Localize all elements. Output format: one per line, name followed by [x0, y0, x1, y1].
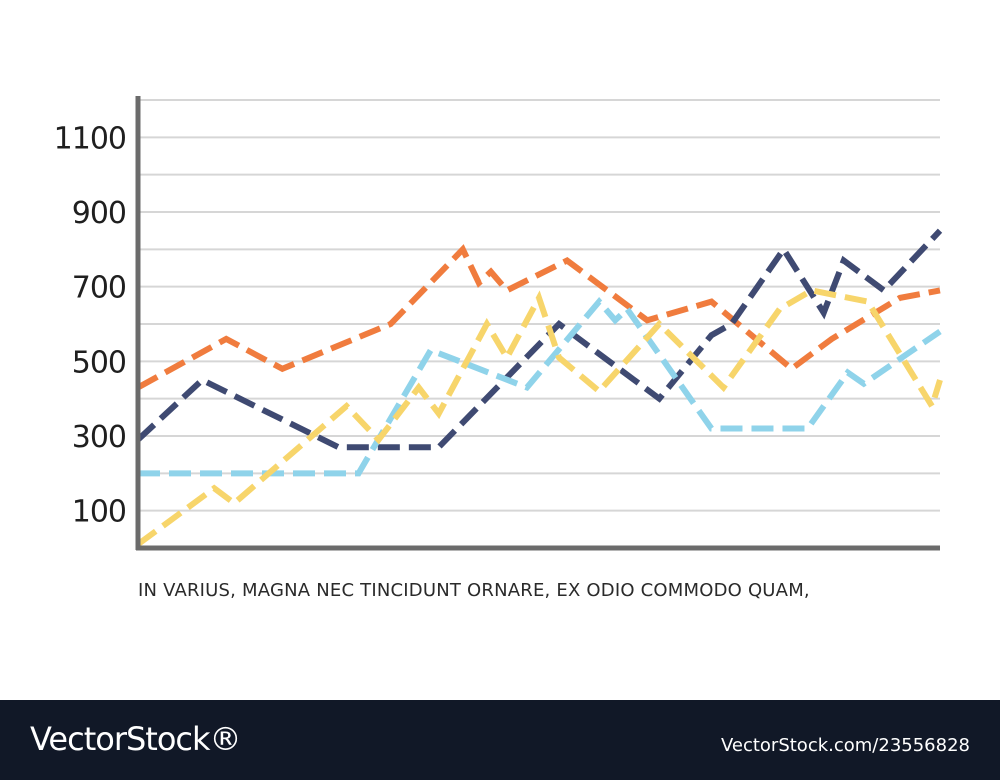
series-line-2 [135, 228, 943, 451]
series-lines [135, 228, 943, 547]
y-tick-label: 500 [72, 345, 126, 380]
y-axis-ticks: 100 300 500 700 900 1100 [54, 121, 127, 530]
series-line-1 [136, 244, 941, 391]
y-tick-label: 700 [72, 271, 126, 306]
y-tick-label: 100 [72, 495, 126, 530]
footer-bar: VectorStock® VectorStock.com/23556828 [0, 700, 1000, 780]
line-chart: 100 300 500 700 900 1100 [54, 96, 943, 551]
chart-caption: IN VARIUS, MAGNA NEC TINCIDUNT ORNARE, E… [138, 580, 810, 601]
axes [135, 96, 940, 551]
series-line-4 [136, 287, 943, 547]
y-tick-label: 1100 [54, 121, 126, 156]
image-id: VectorStock.com/23556828 [720, 735, 970, 756]
y-tick-label: 900 [72, 196, 126, 231]
series-line-3 [138, 296, 942, 477]
brand-logo: VectorStock® [30, 720, 242, 758]
y-tick-label: 300 [72, 420, 126, 455]
